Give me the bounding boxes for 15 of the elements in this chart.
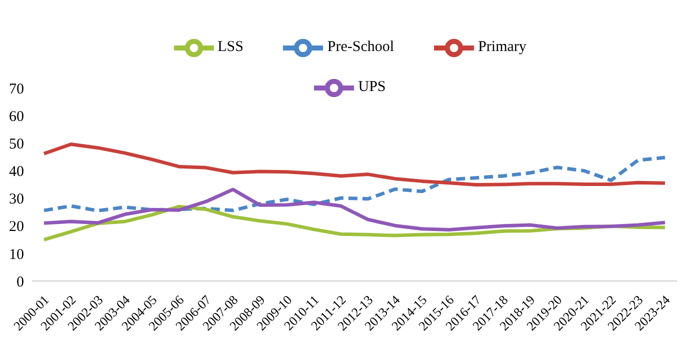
y-tick-label: 10: [9, 246, 24, 263]
y-tick-label: 50: [9, 136, 24, 152]
y-tick-label: 0: [16, 274, 24, 290]
line-series: [42, 188, 667, 232]
y-tick-label: 30: [9, 192, 24, 208]
y-tick-label: 60: [9, 108, 24, 125]
y-tick-label: 70: [9, 81, 24, 98]
line-series: [42, 142, 667, 187]
y-tick-label: 40: [9, 164, 24, 180]
line-series: [42, 156, 667, 212]
legend-label: Pre-School: [327, 39, 394, 56]
legend-label: UPS: [358, 79, 386, 96]
legend-label: LSS: [218, 39, 244, 56]
legend-label: Primary: [478, 39, 526, 56]
y-tick-label: 20: [9, 219, 24, 236]
